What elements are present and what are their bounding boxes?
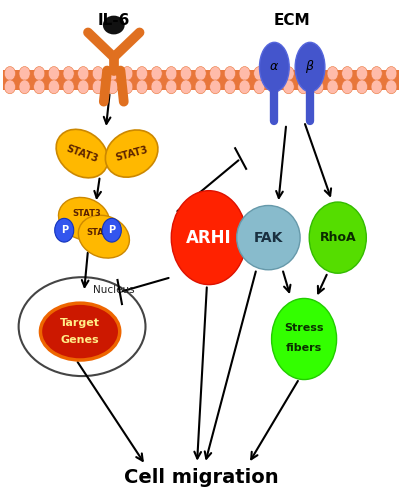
Circle shape [312,66,323,80]
Circle shape [136,66,147,80]
Circle shape [19,66,30,80]
Ellipse shape [59,198,109,240]
Text: STAT3: STAT3 [65,143,99,164]
Text: P: P [61,225,68,235]
Text: Stress: Stress [284,323,323,333]
Text: Nucleus: Nucleus [93,284,134,294]
Circle shape [165,80,176,94]
Circle shape [77,80,89,94]
Text: $\alpha$: $\alpha$ [269,60,279,72]
Circle shape [107,80,118,94]
Text: RhoA: RhoA [319,231,355,244]
Circle shape [239,66,249,80]
Bar [3,70,398,80]
Text: Target: Target [60,318,100,328]
Circle shape [253,66,264,80]
Circle shape [268,66,279,80]
Circle shape [282,66,294,80]
Ellipse shape [105,130,158,177]
Circle shape [180,80,191,94]
Circle shape [326,66,337,80]
Circle shape [55,218,73,242]
Circle shape [34,66,45,80]
Circle shape [297,80,308,94]
Circle shape [341,80,352,94]
Circle shape [171,190,246,284]
Circle shape [48,80,59,94]
Ellipse shape [236,206,300,270]
Circle shape [77,66,89,80]
Circle shape [209,66,220,80]
Circle shape [136,80,147,94]
Circle shape [180,66,191,80]
Text: Genes: Genes [61,336,99,345]
Circle shape [48,66,59,80]
Circle shape [312,80,323,94]
Ellipse shape [78,215,129,258]
Circle shape [385,66,396,80]
Circle shape [297,66,308,80]
Circle shape [282,80,294,94]
Circle shape [224,66,235,80]
Ellipse shape [41,303,119,360]
Circle shape [151,80,162,94]
Circle shape [4,80,15,94]
Text: FAK: FAK [253,230,282,244]
Circle shape [253,80,264,94]
Circle shape [370,66,381,80]
Circle shape [151,66,162,80]
Circle shape [63,80,74,94]
Circle shape [63,66,74,80]
Circle shape [92,80,103,94]
Circle shape [107,66,118,80]
Text: Cell migration: Cell migration [124,468,277,487]
Circle shape [356,66,367,80]
Circle shape [224,80,235,94]
Text: fibers: fibers [285,343,321,353]
Ellipse shape [259,42,288,92]
Circle shape [356,80,367,94]
Bar [3,80,398,90]
Circle shape [194,66,206,80]
Text: STAT3: STAT3 [114,144,149,162]
Circle shape [122,66,132,80]
Circle shape [102,218,121,242]
Text: STAT3: STAT3 [72,210,101,218]
Circle shape [209,80,220,94]
Circle shape [34,80,45,94]
Text: P: P [108,225,115,235]
Circle shape [239,80,249,94]
Ellipse shape [56,130,108,178]
Text: ECM: ECM [273,12,310,28]
Circle shape [370,80,381,94]
Circle shape [92,66,103,80]
Circle shape [268,80,279,94]
Circle shape [341,66,352,80]
Text: IL-6: IL-6 [97,12,130,28]
Text: ARHI: ARHI [186,228,231,246]
Circle shape [4,66,15,80]
Circle shape [326,80,337,94]
Circle shape [122,80,132,94]
Ellipse shape [103,16,124,34]
Circle shape [271,298,336,380]
Ellipse shape [294,42,324,92]
Circle shape [165,66,176,80]
Text: $\beta$: $\beta$ [304,58,314,74]
Circle shape [194,80,206,94]
Circle shape [19,80,30,94]
Circle shape [385,80,396,94]
Circle shape [308,202,365,273]
Text: STAT3: STAT3 [87,228,115,237]
